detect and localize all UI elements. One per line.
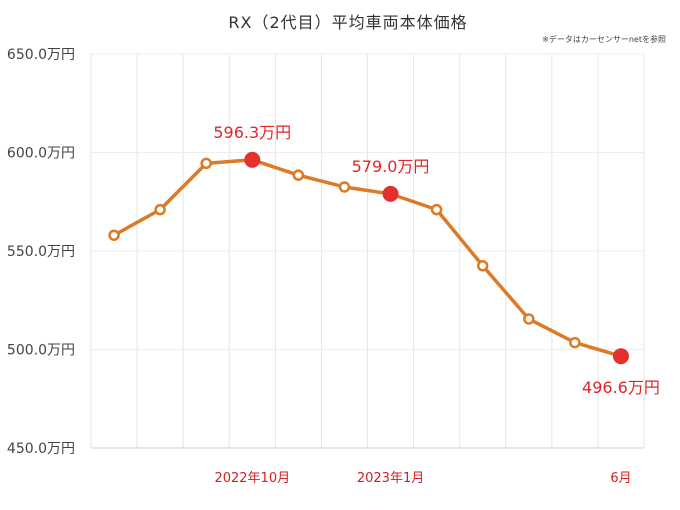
data-point — [523, 313, 535, 325]
data-point — [200, 157, 212, 170]
data-label: 596.3万円 — [213, 123, 291, 142]
data-labels: 596.3万円 579.0万円 496.6万円 — [213, 123, 659, 397]
y-tick-label: 500.0万円 — [7, 343, 75, 359]
data-point — [430, 203, 443, 216]
series-group — [108, 151, 629, 365]
data-point — [154, 203, 166, 216]
highlight-point — [244, 151, 261, 168]
y-tick-label: 600.0万円 — [7, 146, 75, 162]
y-axis: 650.0万円 600.0万円 550.0万円 500.0万円 450.0万円 — [7, 47, 75, 457]
x-axis: 2022年10月 2023年1月 6月 — [214, 471, 631, 486]
highlight-point — [612, 348, 629, 365]
x-tick-label: 2022年10月 — [214, 471, 290, 486]
data-point — [476, 260, 489, 272]
x-tick-label: 6月 — [610, 471, 631, 486]
x-tick-label: 2023年1月 — [357, 471, 424, 486]
y-tick-label: 450.0万円 — [7, 441, 75, 457]
data-point — [292, 169, 305, 181]
chart-title: RX（2代目）平均車両本体価格 — [228, 13, 467, 32]
data-label: 579.0万円 — [352, 157, 430, 176]
data-label: 496.6万円 — [582, 378, 660, 397]
data-point — [338, 181, 351, 193]
grid-lines — [90, 53, 645, 449]
series-line — [112, 158, 623, 358]
y-tick-label: 550.0万円 — [7, 244, 75, 260]
source-note: ※データはカーセンサーnetを参照 — [542, 34, 666, 44]
y-tick-label: 650.0万円 — [7, 47, 75, 63]
data-point — [569, 336, 581, 349]
data-point — [108, 229, 120, 241]
highlight-point — [382, 185, 399, 202]
